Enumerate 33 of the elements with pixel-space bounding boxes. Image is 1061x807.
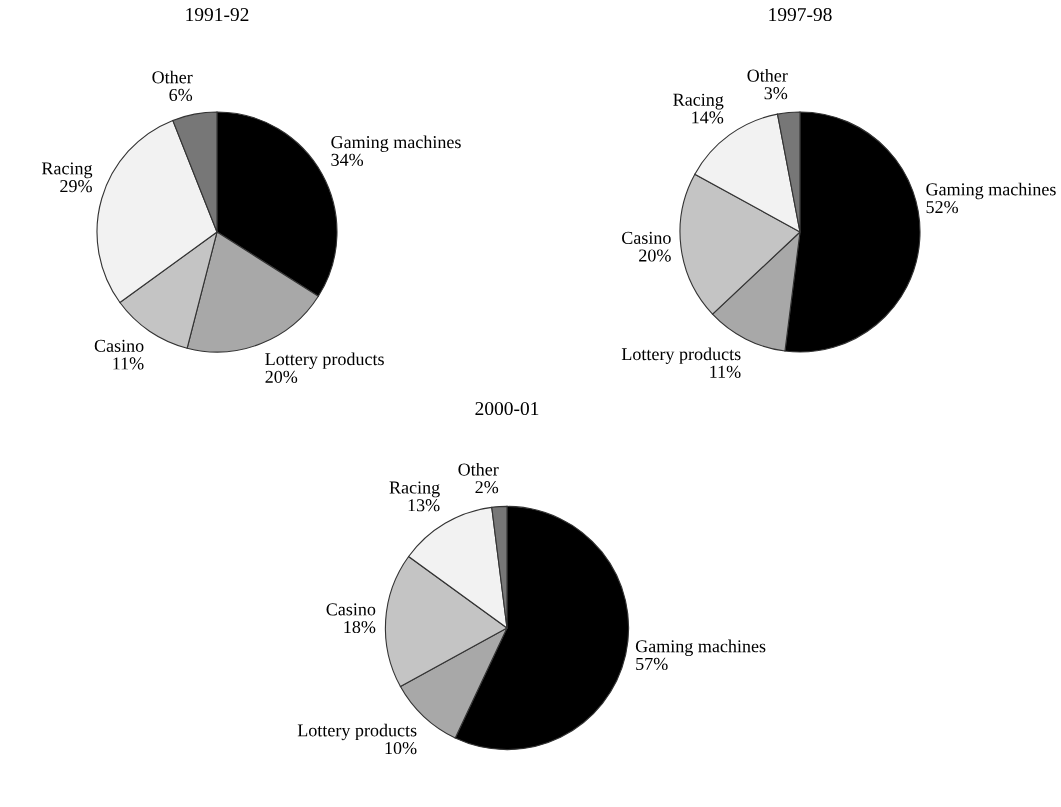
slice-label: Gaming machines (331, 135, 461, 152)
data-label: 57% (636, 657, 668, 671)
chart-title: 1997-98 (769, 7, 832, 22)
data-label: 6% (169, 88, 193, 102)
slice-label: Casino (622, 231, 671, 244)
data-label: 2% (475, 481, 499, 494)
slice-label: Lottery products (297, 723, 417, 741)
slice-label: Gaming machines (926, 182, 1056, 200)
slice-label: Lottery products (621, 347, 741, 364)
slice-label: Casino (94, 339, 144, 352)
data-label: 11% (113, 357, 144, 370)
data-label: 14% (692, 111, 724, 124)
slice-label: Lottery products (265, 352, 384, 369)
slice-label: Other (458, 462, 499, 476)
slice-label: Racing (41, 162, 93, 179)
data-label: 29% (60, 179, 92, 193)
slice-label: Other (747, 68, 788, 82)
data-label: 13% (408, 499, 440, 512)
chart-title: 1991-92 (186, 8, 249, 22)
data-label: 18% (344, 620, 376, 634)
data-label: 20% (639, 249, 671, 262)
data-label: 52% (926, 200, 959, 214)
data-label: 10% (385, 741, 417, 755)
slice-label: Racing (389, 481, 440, 498)
data-label: 20% (265, 370, 298, 383)
data-label: 34% (331, 153, 364, 166)
slice-label: Gaming machines (635, 639, 766, 657)
data-label: 11% (710, 365, 741, 378)
slice-label: Casino (326, 603, 376, 616)
slice-label: Other (152, 70, 193, 84)
slice-label: Racing (673, 93, 724, 110)
data-label: 3% (764, 87, 788, 100)
chart-title: 2000-01 (475, 401, 539, 416)
